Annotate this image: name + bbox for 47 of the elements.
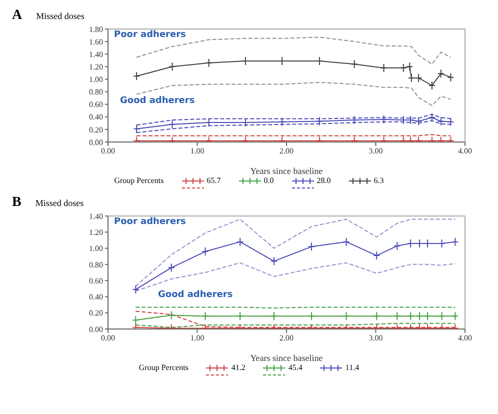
x-axis-title: Years since baseline bbox=[250, 353, 323, 363]
annotation: Poor adherers bbox=[114, 30, 186, 40]
y-tick-label: 1.20 bbox=[89, 228, 103, 237]
y-tick-label: 1.00 bbox=[89, 244, 103, 254]
legend-label: 65.7 bbox=[206, 176, 221, 185]
x-tick-label: 1.00 bbox=[190, 334, 204, 343]
x-tick-label: 4.00 bbox=[458, 146, 472, 156]
y-tick-label: 0.40 bbox=[89, 292, 103, 302]
legend-label: 41.2 bbox=[231, 363, 246, 372]
y-tick-label: 0.80 bbox=[89, 260, 103, 270]
y-tick-label: 0.60 bbox=[89, 100, 103, 110]
y-axis-title: Missed doses bbox=[36, 11, 84, 21]
annotation: Good adherers bbox=[158, 290, 233, 300]
legend-label: 45.4 bbox=[288, 363, 302, 372]
chart-title: B bbox=[12, 195, 22, 211]
x-tick-label: 3.00 bbox=[368, 146, 383, 156]
legend-title: Group Percents bbox=[138, 363, 188, 374]
legend-label: 0.0 bbox=[264, 176, 274, 185]
y-axis-title: Missed doses bbox=[35, 198, 84, 208]
y-tick-label: 1.00 bbox=[89, 75, 103, 84]
x-tick-label: 3.00 bbox=[368, 334, 383, 343]
y-tick-label: 1.80 bbox=[89, 24, 103, 34]
chart-title: A bbox=[12, 8, 22, 24]
y-tick-label: 0.40 bbox=[89, 112, 103, 122]
x-tick-label: 0.00 bbox=[101, 146, 115, 156]
y-tick-label: 0.00 bbox=[89, 138, 103, 147]
legend-label: 11.4 bbox=[345, 363, 360, 372]
y-tick-label: 1.40 bbox=[89, 212, 103, 221]
x-tick-label: 4.00 bbox=[458, 334, 472, 343]
x-tick-label: 2.00 bbox=[280, 146, 294, 156]
y-tick-label: 0.20 bbox=[89, 308, 103, 318]
x-axis-title: Years since baseline bbox=[250, 166, 323, 176]
y-tick-label: 0.00 bbox=[89, 324, 103, 334]
y-tick-label: 0.60 bbox=[89, 276, 103, 286]
x-tick-label: 1.00 bbox=[190, 146, 204, 156]
legend-label: 6.3 bbox=[374, 176, 384, 185]
annotation: Good adherers bbox=[120, 96, 195, 106]
y-tick-label: 0.20 bbox=[89, 125, 103, 134]
y-tick-label: 1.60 bbox=[89, 37, 103, 46]
x-tick-label: 2.00 bbox=[280, 334, 294, 343]
annotation: Poor adherers bbox=[114, 217, 186, 227]
y-tick-label: 1.40 bbox=[89, 50, 103, 59]
y-tick-label: 1.20 bbox=[89, 62, 103, 72]
legend-title: Group Percents bbox=[114, 176, 164, 187]
legend-label: 28.0 bbox=[316, 176, 331, 185]
x-tick-label: 0.00 bbox=[101, 334, 115, 343]
y-tick-label: 0.80 bbox=[89, 88, 103, 97]
